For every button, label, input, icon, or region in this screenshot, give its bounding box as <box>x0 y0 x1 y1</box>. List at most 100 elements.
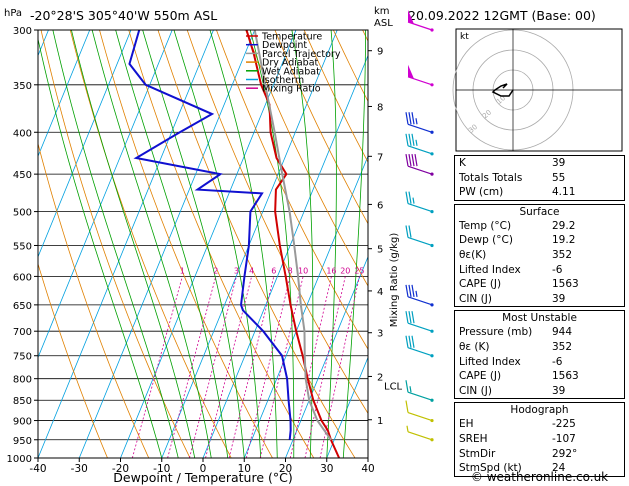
surface-row: CIN (J) 39 <box>455 292 624 307</box>
km-tick-label-1: 1 <box>377 416 383 427</box>
index-row: PW (cm) 4.11 <box>455 185 624 200</box>
x-tick-label--40: -40 <box>29 463 46 475</box>
grid-layer <box>38 30 368 458</box>
mixing-ratio-line-8 <box>245 276 291 458</box>
wind-barb-full-9 <box>411 335 415 348</box>
wet-adiabat-30 <box>326 30 337 458</box>
hodograph-stat-value: -225 <box>552 418 576 431</box>
indices-section: K 39 Totals Totals 55 PW (cm) 4.11 <box>454 155 625 201</box>
mixing-ratio-tick-2: 2 <box>213 266 218 275</box>
y-tick-label-400: 400 <box>13 128 32 139</box>
most-unstable-row: Lifted Index -6 <box>455 355 624 370</box>
wind-barb-full-7 <box>405 284 409 297</box>
km-tick-label-8: 8 <box>377 102 383 113</box>
y-tick-label-500: 500 <box>13 208 32 219</box>
mixing-ratio-tick-1: 1 <box>180 266 185 275</box>
wet-adiabat-6 <box>115 30 229 458</box>
wind-barb-full-6 <box>405 225 409 238</box>
wind-barb-dot-11 <box>430 418 434 423</box>
km-tick-label-5: 5 <box>377 245 383 256</box>
hodo-unit-label: kt <box>460 32 469 42</box>
wind-barb-full-3 <box>405 133 409 146</box>
wind-barb-half-10 <box>409 386 412 393</box>
wind-barb-dot-8 <box>430 329 434 333</box>
wind-barb-flag-1 <box>408 64 414 79</box>
wind-barb-11 <box>405 400 434 423</box>
index-label: PW (cm) <box>459 186 504 199</box>
surface-value: 19.2 <box>552 234 576 247</box>
x-tick-label--30: -30 <box>71 463 88 475</box>
surface-value: 352 <box>552 248 573 261</box>
km-tick-label-4: 4 <box>377 287 383 298</box>
most-unstable-label: Pressure (mb) <box>459 326 533 339</box>
most-unstable-value: 944 <box>552 326 573 339</box>
wind-barbs <box>405 10 434 442</box>
most-unstable-label: CIN (J) <box>459 384 492 397</box>
wind-barb-dot-1 <box>430 83 434 87</box>
most-unstable-row: CIN (J) 39 <box>455 384 624 399</box>
index-value: 39 <box>552 157 566 169</box>
wind-barb-dot-3 <box>430 152 434 156</box>
mixing-ratio-tick-25: 25 <box>354 266 364 275</box>
hodograph-stat-label: StmDir <box>459 447 496 460</box>
km-tick-label-6: 6 <box>377 200 383 211</box>
wind-barb-4 <box>405 154 434 176</box>
km-tick-label-3: 3 <box>377 329 383 340</box>
wet-adiabat-18 <box>209 30 278 458</box>
mixing-ratio-tick-8: 8 <box>288 266 293 275</box>
datetime-label: 20.09.2022 12GMT (Base: 00) <box>408 8 596 23</box>
surface-value: -6 <box>552 263 563 276</box>
hodograph-stat-label: SREH <box>459 432 488 445</box>
y-tick-label-650: 650 <box>13 301 32 312</box>
wind-barb-shaft-1 <box>407 76 433 86</box>
most-unstable-title: Most Unstable <box>502 312 577 325</box>
wind-barb-9 <box>405 335 434 358</box>
wind-barb-flag-0 <box>408 10 414 24</box>
legend-label-0: Temperature <box>261 32 322 43</box>
y-tick-label-900: 900 <box>13 417 32 428</box>
indices-panel: K 39 Totals Totals 55 PW (cm) 4.11 Surface Te… <box>454 155 625 480</box>
wet-adiabat-26 <box>291 30 314 458</box>
wind-barb-dot-7 <box>430 303 434 307</box>
x-tick-label-20: 20 <box>279 463 292 475</box>
wind-barb-shaft-7 <box>407 296 433 306</box>
mixing-ratio-line-20 <box>304 276 346 458</box>
y-tick-label-350: 350 <box>13 81 32 92</box>
index-value: 55 <box>552 171 566 184</box>
dry-adiabat-300 <box>128 30 315 458</box>
wind-barb-shaft-6 <box>407 236 433 247</box>
isotherm--50 <box>38 30 173 359</box>
surface-label: Temp (°C) <box>459 219 512 232</box>
hodograph-title: Hodograph <box>510 404 569 417</box>
isotherm-20 <box>285 255 368 458</box>
hodograph-stat-value: 24 <box>552 462 566 475</box>
surface-row: Dewp (°C) 19.2 <box>455 233 624 248</box>
most-unstable-label: θε (K) <box>459 340 490 353</box>
dry-adiabat-330 <box>216 30 368 350</box>
wind-barb-10 <box>405 380 434 402</box>
y-tick-label-600: 600 <box>13 272 32 283</box>
index-label: K <box>459 157 466 169</box>
legend-label-2: Parcel Trajectory <box>262 49 341 60</box>
wind-barb-0 <box>407 10 434 32</box>
mixing-ratio-tick-6: 6 <box>271 266 276 275</box>
wind-barb-full-9 <box>405 335 409 348</box>
index-row: Totals Totals 55 <box>455 171 624 186</box>
legend-label-1: Dewpoint <box>262 40 307 51</box>
most-unstable-value: -6 <box>552 355 563 368</box>
surface-label: θε(K) <box>459 248 487 261</box>
wind-barb-half-7 <box>415 290 418 297</box>
mixing-ratio-line-10 <box>259 276 304 458</box>
mixing-ratio-line-6 <box>228 276 275 458</box>
wind-barb-dot-12 <box>430 438 434 442</box>
hodo-ring-label-20: 20 <box>481 108 493 120</box>
hodo-ring-label-30: 30 <box>467 123 479 135</box>
wet-adiabat-2 <box>91 30 212 458</box>
y-tick-label-450: 450 <box>13 170 32 181</box>
wind-barb-full-2 <box>411 112 415 125</box>
km-tick-label-9: 9 <box>377 47 383 58</box>
x-tick-label-40: 40 <box>361 463 374 475</box>
wind-barb-8 <box>405 311 434 333</box>
